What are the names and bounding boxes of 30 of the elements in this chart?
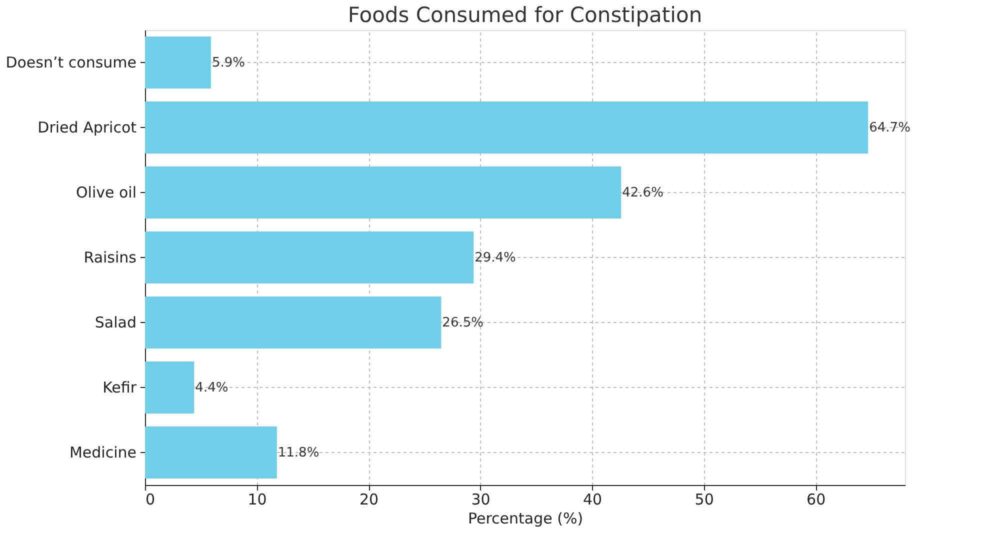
x-axis-title: Percentage (%) xyxy=(468,510,584,528)
bar xyxy=(145,36,211,88)
x-tick-label: 60 xyxy=(806,490,826,508)
data-label: 26.5% xyxy=(442,316,484,330)
y-tick-label: Salad xyxy=(94,314,136,332)
data-label: 42.6% xyxy=(622,186,664,200)
data-label: 5.9% xyxy=(212,56,245,70)
x-tick-label: 20 xyxy=(359,490,379,508)
x-tick-label: 10 xyxy=(248,490,267,508)
y-tick-label: Raisins xyxy=(84,248,137,266)
bar xyxy=(145,296,442,348)
data-label: 29.4% xyxy=(474,250,516,266)
bar xyxy=(145,426,277,478)
y-tick-label: Dried Apricot xyxy=(38,118,137,136)
data-label: 64.7% xyxy=(869,120,910,136)
x-tick-label: 50 xyxy=(694,490,714,508)
bar xyxy=(145,102,868,154)
y-tick-label: Olive oil xyxy=(76,184,136,202)
bar xyxy=(145,232,474,284)
y-tick-label: Kefir xyxy=(102,378,138,396)
y-tick-label: Medicine xyxy=(69,444,136,462)
x-tick-label: 30 xyxy=(471,490,490,508)
y-tick-label: Doesn’t consume xyxy=(6,54,136,72)
bar xyxy=(145,362,194,414)
x-tick-label: 40 xyxy=(583,490,602,508)
chart-title: Foods Consumed for Constipation xyxy=(348,3,702,27)
data-label: 11.8% xyxy=(278,446,320,460)
data-label: 4.4% xyxy=(195,380,228,396)
bar xyxy=(145,166,622,218)
x-tick-label: 0 xyxy=(146,490,156,508)
